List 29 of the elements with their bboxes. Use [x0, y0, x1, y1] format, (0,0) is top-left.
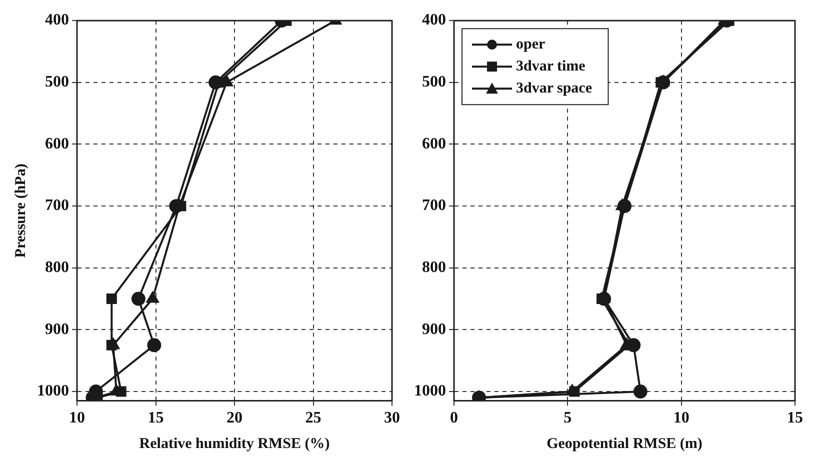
y-tick-label: 1000: [414, 382, 446, 400]
y-tick-label: 500: [422, 74, 446, 91]
x-tick-label: 5: [564, 410, 572, 427]
x-tick-label: 15: [148, 410, 164, 427]
y-tick-label: 600: [422, 135, 446, 152]
y-tick-label: 800: [422, 259, 446, 276]
x-tick-label: 30: [384, 410, 400, 427]
y-tick-label: 900: [422, 320, 446, 338]
x-tick-label: 25: [305, 410, 322, 427]
y-tick-label: 700: [45, 197, 69, 214]
legend-label: oper: [516, 36, 546, 52]
y-axis-title: Pressure (hPa): [12, 164, 29, 258]
x-tick-label: 10: [69, 410, 85, 427]
y-tick-label: 400: [45, 12, 69, 29]
x-tick-label: 10: [673, 410, 690, 427]
y-tick-label: 400: [422, 12, 446, 29]
y-tick-label: 700: [422, 197, 446, 214]
legend-label: 3dvar time: [516, 58, 586, 74]
y-tick-label: 800: [45, 259, 69, 276]
x-tick-label: 20: [226, 410, 242, 427]
y-tick-label: 600: [45, 135, 69, 152]
y-tick-label: 900: [45, 320, 69, 338]
y-tick-label: 1000: [37, 382, 69, 400]
legend-label: 3dvar space: [516, 80, 592, 96]
x-tick-label: 0: [450, 410, 458, 427]
x-axis-title: Relative humidity RMSE (%): [139, 436, 330, 452]
x-axis-title: Geopotential RMSE (m): [546, 436, 702, 452]
y-tick-label: 500: [45, 74, 69, 91]
x-tick-label: 15: [787, 410, 803, 427]
